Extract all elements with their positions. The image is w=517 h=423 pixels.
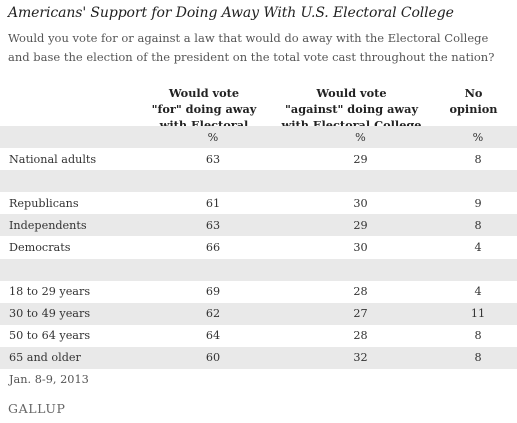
table-row: Republicans 61 30 9 (0, 192, 517, 214)
table-row: Democrats 66 30 4 (0, 236, 517, 258)
value-cell: 29 (282, 214, 439, 237)
value-cell: 69 (205, 285, 221, 299)
unit-cell: % (439, 126, 517, 149)
spacer-cell (144, 170, 282, 193)
value-cell: 63 (205, 152, 221, 166)
row-label: Independents (0, 214, 144, 237)
spacer-cell (0, 170, 144, 193)
value-cell: 8 (474, 329, 482, 343)
unit-cell: % (144, 126, 282, 149)
row-label: 30 to 49 years (0, 302, 144, 325)
value-cell: 66 (205, 241, 221, 255)
value-cell: 29 (353, 152, 368, 166)
value-cell: 9 (474, 196, 482, 210)
gallup-logo: GALLUP (8, 401, 66, 416)
table-row: 50 to 64 years 64 28 8 (0, 325, 517, 347)
spacer-cell (439, 170, 517, 193)
spacer-cell (282, 170, 439, 193)
row-label: 65 and older (0, 346, 144, 370)
row-label: 18 to 29 years (9, 285, 91, 299)
table-row: 18 to 29 years 69 28 4 (0, 281, 517, 303)
column-header-line: "against" doing away (284, 102, 419, 116)
value-cell: 62 (144, 302, 282, 325)
value-cell: 30 (353, 241, 368, 255)
column-header-line: No (464, 86, 483, 100)
value-cell: 60 (144, 346, 282, 370)
chart-title: Americans' Support for Doing Away With U… (8, 5, 454, 21)
value-cell: 61 (205, 196, 221, 210)
row-label: 50 to 64 years (9, 329, 91, 343)
column-header-no-opinion: No opinion (430, 85, 517, 117)
spacer-row (0, 170, 517, 193)
value-cell: 8 (439, 214, 517, 237)
column-header-line: Would vote (168, 86, 240, 100)
value-cell: 63 (144, 214, 282, 237)
row-label: Republicans (9, 196, 79, 210)
column-header-line: "for" doing away (151, 102, 257, 116)
row-label (0, 126, 144, 149)
table-row: 65 and older 60 32 8 (0, 346, 517, 370)
column-header-line: Would vote (316, 86, 387, 100)
table-row: National adults 63 29 8 (0, 148, 517, 170)
value-cell: 4 (474, 241, 482, 255)
spacer-cell (144, 258, 282, 281)
table-row: 30 to 49 years 62 27 11 (0, 302, 517, 325)
row-label: National adults (9, 152, 97, 166)
row-label: Democrats (9, 241, 71, 255)
value-cell: 30 (353, 196, 368, 210)
value-cell: 4 (474, 285, 482, 299)
value-cell: 8 (439, 346, 517, 370)
value-cell: 27 (282, 302, 439, 325)
value-cell: 28 (353, 329, 368, 343)
spacer-row (0, 258, 517, 281)
spacer-cell (439, 258, 517, 281)
value-cell: 11 (439, 302, 517, 325)
value-cell: 8 (474, 152, 482, 166)
unit-cell: % (282, 126, 439, 149)
value-cell: 64 (205, 329, 221, 343)
results-table: % % % National adults 63 29 8 Republican… (0, 126, 517, 370)
value-cell: 32 (282, 346, 439, 370)
survey-date: Jan. 8-9, 2013 (9, 373, 89, 386)
table-row: Independents 63 29 8 (0, 214, 517, 237)
spacer-cell (0, 258, 144, 281)
column-header-line: opinion (449, 102, 498, 116)
value-cell: 28 (353, 285, 368, 299)
survey-question: Would you vote for or against a law that… (8, 31, 495, 64)
spacer-cell (282, 258, 439, 281)
unit-row: % % % (0, 126, 517, 149)
